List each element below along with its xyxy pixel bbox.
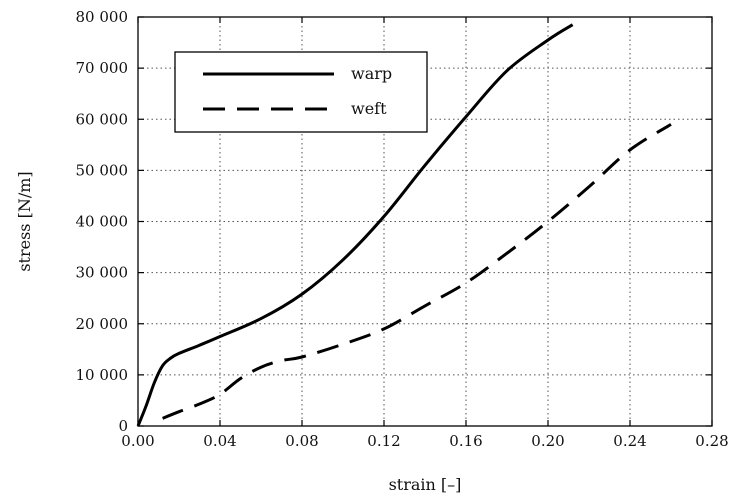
y-tick-label: 0 (118, 417, 128, 435)
y-tick-label: 20 000 (76, 315, 129, 333)
x-tick-label: 0.16 (449, 432, 482, 450)
ticks (137, 16, 713, 427)
y-tick-label: 10 000 (76, 366, 129, 384)
x-tick-label: 0.00 (121, 432, 154, 450)
y-tick-label: 40 000 (76, 213, 129, 231)
legend-box (174, 51, 428, 133)
legend: warp weft (174, 51, 428, 133)
series-line-weft (162, 123, 672, 420)
y-axis-label: stress [N/m] (15, 171, 34, 271)
x-tick-label: 0.12 (367, 432, 400, 450)
y-tick-label: 70 000 (76, 59, 129, 77)
series-layer (136, 23, 672, 427)
x-tick-label: 0.24 (613, 432, 646, 450)
y-tick-label: 50 000 (76, 161, 129, 179)
y-tick-label: 80 000 (76, 8, 129, 26)
x-tick-label: 0.28 (695, 432, 728, 450)
legend-label-weft: weft (351, 99, 387, 118)
y-tick-label: 30 000 (76, 264, 129, 282)
x-tick-label: 0.04 (203, 432, 236, 450)
series-line-warp (136, 23, 574, 427)
tick-labels: 0.00 0.04 0.08 0.12 0.16 0.20 0.24 0.28 0 10 000 2… (76, 8, 729, 450)
x-tick-label: 0.08 (285, 432, 318, 450)
y-tick-label: 60 000 (76, 110, 129, 128)
x-tick-label: 0.20 (531, 432, 564, 450)
legend-label-warp: warp (351, 64, 392, 83)
x-axis-label: strain [–] (389, 475, 462, 494)
